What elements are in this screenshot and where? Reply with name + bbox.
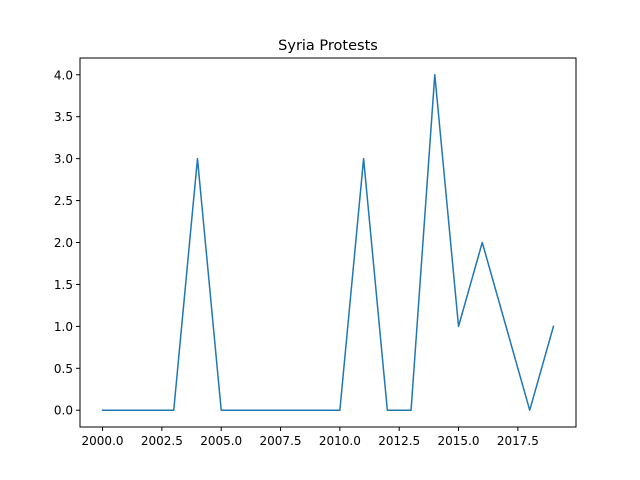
x-tick-label: 2002.5: [141, 434, 183, 448]
x-tick-label: 2005.0: [200, 434, 242, 448]
chart-title: Syria Protests: [278, 38, 378, 54]
series-line: [101, 74, 555, 411]
y-tick-label: 4.0: [54, 68, 73, 82]
y-tick-label: 3.5: [54, 110, 73, 124]
x-tick-label: 2007.5: [260, 434, 302, 448]
y-axis: 0.0 0.5 1.0 1.5 2.0 2.5 3.0 3.5 4.0: [54, 68, 80, 418]
x-tick-label: 2010.0: [319, 434, 361, 448]
x-tick-label: 2015.0: [438, 434, 480, 448]
y-tick-label: 0.0: [54, 404, 73, 418]
x-tick-label: 2012.5: [378, 434, 420, 448]
x-tick-label: 2017.5: [497, 434, 539, 448]
y-tick-label: 1.5: [54, 278, 73, 292]
y-tick-label: 0.5: [54, 362, 73, 376]
y-tick-label: 1.0: [54, 320, 73, 334]
x-axis: 2000.0 2002.5 2005.0 2007.5 2010.0 2012.5 2015…: [82, 427, 539, 448]
plot-area: [101, 74, 555, 411]
x-tick-label: 2000.0: [82, 434, 124, 448]
y-tick-label: 2.0: [54, 236, 73, 250]
plot-frame: [79, 57, 577, 428]
y-tick-label: 2.5: [54, 194, 73, 208]
y-tick-label: 3.0: [54, 152, 73, 166]
